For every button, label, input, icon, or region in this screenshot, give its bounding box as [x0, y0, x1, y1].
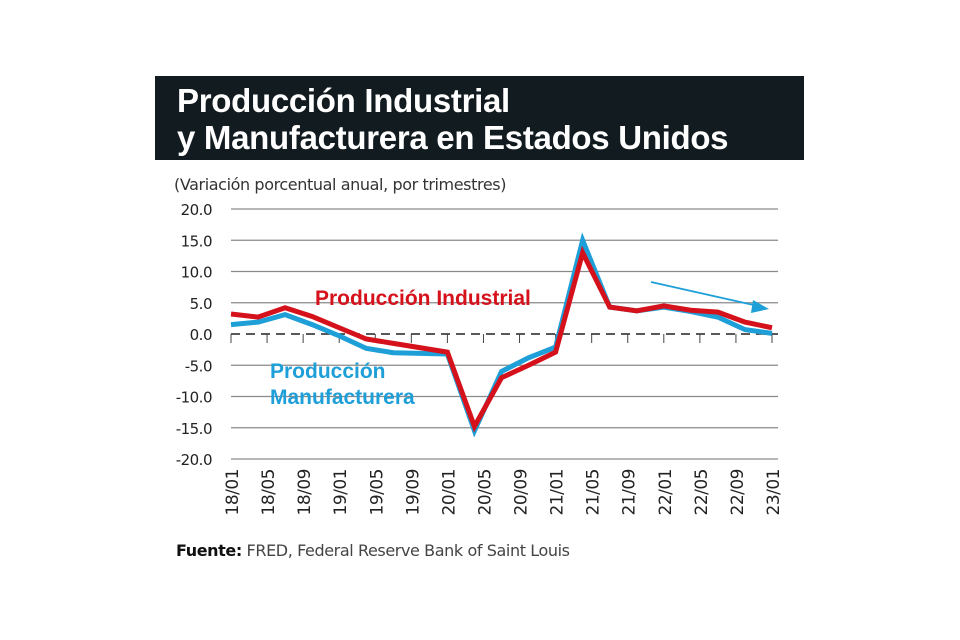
title-banner: Producción Industrial y Manufacturera en…: [155, 76, 804, 160]
y-tick-label: -10.0: [176, 389, 212, 407]
x-tick-label: 21/01: [548, 469, 568, 516]
series-label-industrial: Producción Industrial: [315, 287, 531, 310]
x-tick-label: 18/05: [259, 469, 279, 516]
title-line-2: y Manufacturera en Estados Unidos: [177, 119, 729, 156]
x-tick-label: 21/09: [620, 469, 640, 516]
x-tick-label: 18/09: [295, 469, 315, 516]
x-tick-label: 19/09: [403, 469, 423, 516]
y-tick-label: 5.0: [190, 295, 212, 313]
x-tick-label: 23/01: [764, 469, 784, 516]
x-tick-label: 20/01: [439, 469, 459, 516]
x-tick-label: 21/05: [584, 469, 604, 516]
x-tick-label: 19/05: [367, 469, 387, 516]
y-tick-label: 0.0: [190, 326, 212, 344]
y-tick-label: -5.0: [185, 357, 212, 375]
chart-title: Producción Industrial y Manufacturera en…: [177, 82, 729, 156]
y-tick-label: 15.0: [181, 232, 212, 250]
source-label: Fuente:: [176, 541, 242, 560]
x-tick-label: 22/05: [692, 469, 712, 516]
x-tick-label: 22/09: [728, 469, 748, 516]
x-tick-label: 18/01: [223, 469, 243, 516]
title-line-1: Producción Industrial: [177, 82, 510, 119]
series-label-manufacturera: Producción: [270, 360, 386, 383]
source-text: FRED, Federal Reserve Bank of Saint Loui…: [241, 541, 570, 560]
x-tick-label: 22/01: [656, 469, 676, 516]
y-tick-label: -20.0: [176, 451, 212, 469]
source-note: Fuente: FRED, Federal Reserve Bank of Sa…: [176, 541, 570, 560]
trend-arrow-head-icon: [751, 300, 769, 313]
y-tick-label: 20.0: [181, 201, 212, 219]
trend-arrow-line: [650, 281, 759, 307]
x-tick-label: 19/01: [331, 469, 351, 516]
chart-subtitle: (Variación porcentual anual, por trimest…: [174, 175, 507, 194]
series-label-manufacturera: Manufacturera: [270, 386, 415, 409]
x-tick-label: 20/05: [475, 469, 495, 516]
y-tick-label: -15.0: [176, 420, 212, 438]
x-tick-label: 20/09: [512, 469, 532, 516]
y-tick-label: 10.0: [181, 264, 212, 282]
